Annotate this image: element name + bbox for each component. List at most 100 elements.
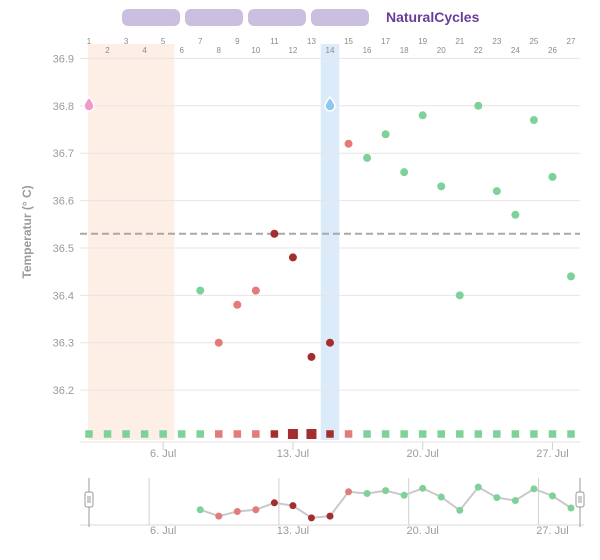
day-status-square[interactable]: [437, 430, 445, 438]
day-status-square[interactable]: [530, 430, 538, 438]
temperature-point[interactable]: [251, 286, 260, 295]
day-status-square[interactable]: [233, 430, 242, 438]
temperature-point[interactable]: [270, 229, 279, 238]
navigator-point: [326, 512, 334, 520]
day-status-square[interactable]: [85, 430, 93, 438]
cycle-day-number: 14: [326, 46, 335, 55]
navigator-left-handle[interactable]: [84, 491, 94, 508]
ovulation-drop-icon: [324, 95, 336, 112]
temperature-point[interactable]: [474, 101, 483, 110]
day-status-square[interactable]: [344, 430, 353, 438]
day-status-square[interactable]: [418, 430, 427, 438]
day-status-square[interactable]: [567, 430, 575, 438]
y-tick-label: 36.2: [53, 385, 74, 397]
x-tick-label: 27. Jul: [536, 448, 568, 460]
temperature-point[interactable]: [492, 187, 501, 196]
temperature-point[interactable]: [437, 182, 446, 191]
temperature-point[interactable]: [214, 338, 223, 347]
period-tab-1[interactable]: [122, 9, 180, 26]
y-tick-label: 36.3: [53, 338, 74, 350]
navigator-point: [474, 483, 482, 491]
temperature-points: [196, 101, 575, 361]
navigator-point: [548, 492, 556, 500]
temperature-point[interactable]: [344, 139, 353, 148]
cycle-day-number: 5: [161, 37, 166, 46]
temperature-point[interactable]: [196, 286, 205, 295]
period-band: [88, 44, 175, 440]
navigator-point: [530, 485, 538, 493]
day-status-square[interactable]: [400, 430, 408, 438]
day-status-square[interactable]: [177, 430, 186, 438]
cycle-day-number: 13: [307, 37, 316, 46]
period-tab-4[interactable]: [311, 9, 369, 26]
navigator-point: [215, 512, 223, 520]
x-tick-label: 6. Jul: [150, 448, 176, 460]
day-status-square[interactable]: [548, 430, 557, 438]
navigator-tick-label: 27. Jul: [536, 525, 568, 537]
temperature-point[interactable]: [288, 253, 297, 262]
period-tab-2[interactable]: [185, 9, 243, 26]
navigator-point: [400, 491, 408, 499]
day-status-square[interactable]: [326, 430, 334, 438]
period-tab-3[interactable]: [248, 9, 306, 26]
top-bar: NaturalCycles: [0, 0, 600, 34]
day-status-square[interactable]: [252, 430, 260, 438]
y-axis-label: Temperatur (° C): [20, 185, 34, 278]
navigator-tick-label: 20. Jul: [406, 525, 438, 537]
temperature-point[interactable]: [381, 130, 390, 139]
temperature-point[interactable]: [567, 272, 575, 281]
cycle-day-number: 17: [381, 37, 390, 46]
x-tick-label: 13. Jul: [277, 448, 309, 460]
temperature-point[interactable]: [363, 153, 372, 162]
x-axis-date-ticks: 6. Jul 13. Jul 20. Jul 27. Jul: [80, 441, 580, 460]
navigator-point: [456, 506, 464, 514]
navigator-point: [307, 514, 315, 522]
day-status-square[interactable]: [270, 430, 279, 438]
day-status-square[interactable]: [196, 430, 204, 438]
y-tick-label: 36.6: [53, 196, 74, 208]
navigator-point: [345, 488, 353, 496]
day-status-square[interactable]: [363, 430, 371, 438]
cycle-day-number: 15: [344, 37, 353, 46]
day-status-square[interactable]: [456, 430, 464, 438]
day-status-square[interactable]: [140, 430, 149, 438]
day-status-square[interactable]: [306, 429, 317, 439]
cycle-day-number: 8: [217, 46, 222, 55]
cycle-day-number: 18: [400, 46, 409, 55]
temperature-point[interactable]: [233, 300, 242, 309]
navigator-point: [382, 487, 390, 495]
y-tick-label: 36.4: [53, 290, 74, 302]
day-status-square[interactable]: [215, 430, 223, 438]
temperature-point[interactable]: [307, 352, 316, 361]
day-status-square[interactable]: [103, 430, 112, 438]
cycle-day-number: 2: [105, 46, 110, 55]
day-status-square[interactable]: [511, 430, 520, 438]
cycle-day-number: 22: [474, 46, 483, 55]
temperature-point[interactable]: [511, 210, 520, 219]
cycle-day-number: 21: [455, 37, 464, 46]
temperature-point[interactable]: [529, 116, 538, 125]
temperature-point[interactable]: [455, 291, 464, 300]
temperature-point[interactable]: [400, 168, 409, 177]
navigator-point: [196, 506, 204, 514]
temperature-point[interactable]: [326, 338, 334, 347]
temperature-point[interactable]: [548, 172, 557, 181]
navigator-right-handle[interactable]: [575, 491, 585, 508]
navigator-point: [252, 506, 260, 514]
day-status-strip: [85, 429, 575, 439]
y-tick-label: 36.5: [53, 243, 74, 255]
cycle-day-number: 25: [529, 37, 538, 46]
day-status-square[interactable]: [493, 430, 501, 438]
cycle-day-number: 16: [363, 46, 372, 55]
navigator-point: [511, 496, 519, 504]
cycle-day-number: 4: [142, 46, 147, 55]
day-status-square[interactable]: [122, 430, 130, 438]
x-tick-label: 20. Jul: [406, 448, 438, 460]
day-status-square[interactable]: [474, 430, 483, 438]
day-status-square[interactable]: [159, 430, 167, 438]
day-status-square[interactable]: [381, 430, 390, 438]
day-status-square[interactable]: [287, 429, 298, 439]
temperature-point[interactable]: [418, 111, 427, 120]
phase-bands: [88, 44, 340, 440]
